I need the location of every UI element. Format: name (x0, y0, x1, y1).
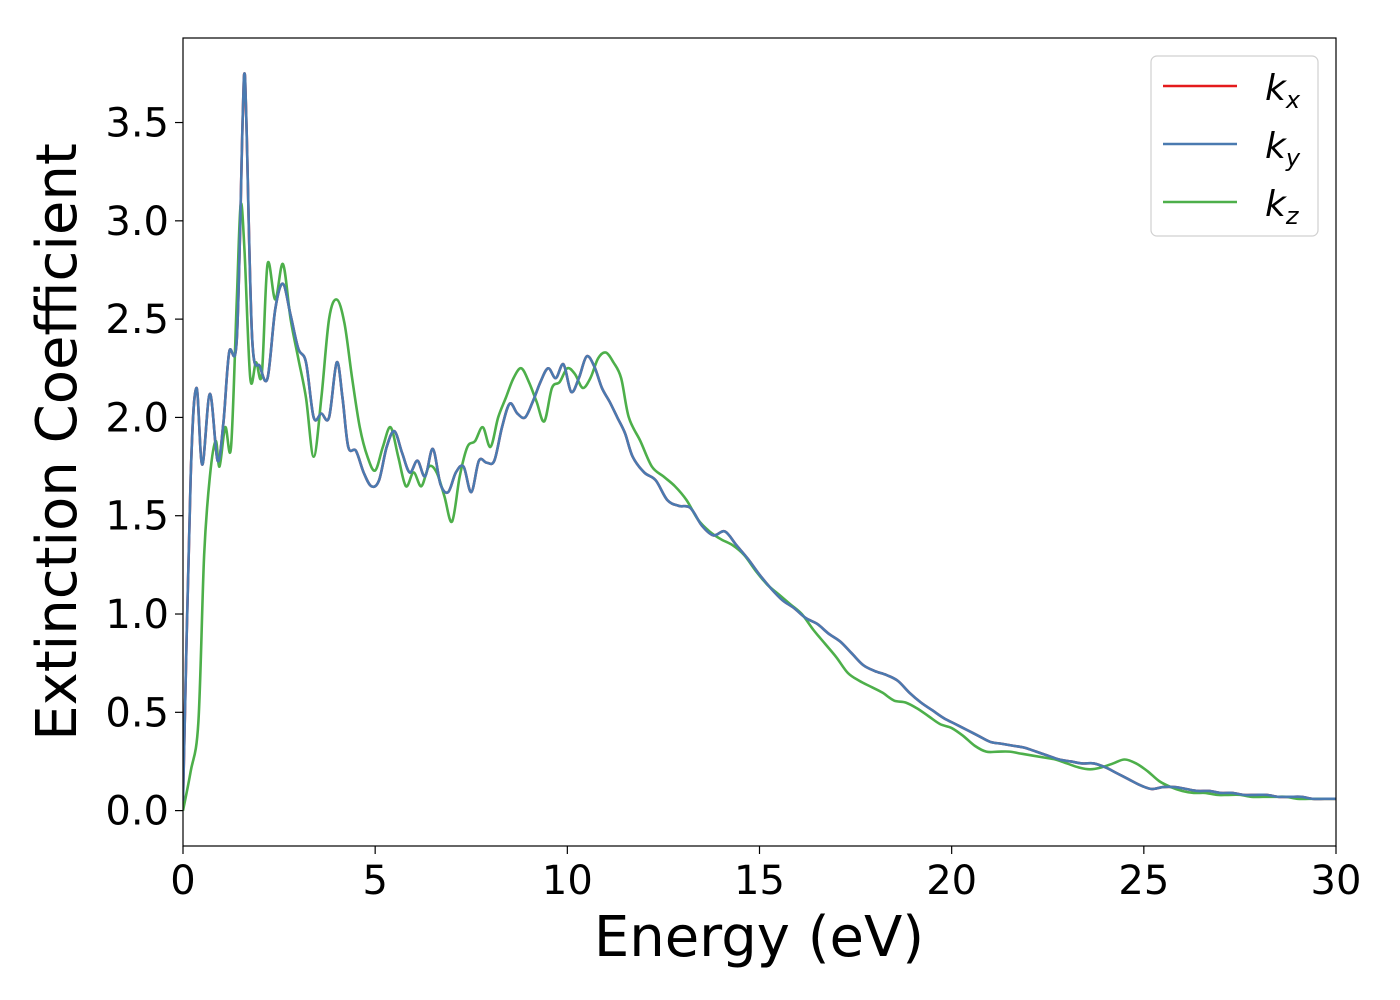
y-tick-label: 1.0 (105, 592, 169, 638)
x-tick-label: 5 (362, 858, 387, 904)
x-tick-label: 25 (1118, 858, 1169, 904)
y-tick-label: 3.0 (105, 199, 169, 245)
legend-label-subscript: y (1285, 144, 1301, 172)
x-axis: 0 5 10 15 20 25 30 (170, 846, 1361, 904)
x-tick-label: 0 (170, 858, 195, 904)
x-tick-label: 15 (734, 858, 785, 904)
y-tick-label: 2.0 (105, 395, 169, 441)
y-tick-label: 1.5 (105, 494, 169, 540)
series-line-k-z (183, 202, 1336, 811)
legend-label-main: k (1265, 184, 1288, 225)
legend-label-subscript: z (1285, 202, 1300, 230)
x-axis-title: Energy (eV) (594, 905, 924, 970)
y-axis: 0.0 0.5 1.0 1.5 2.0 2.5 3.0 3.5 (105, 101, 183, 835)
legend-label-k-y: ky (1265, 126, 1301, 172)
y-axis-title: Extinction Coefficient (25, 143, 90, 741)
series-line-k-y (183, 72, 1336, 801)
x-tick-label: 10 (542, 858, 593, 904)
legend-label-main: k (1265, 126, 1288, 167)
legend-label-k-z: kz (1265, 184, 1300, 230)
series-layer (183, 72, 1336, 811)
legend-label-main: k (1265, 68, 1288, 109)
y-tick-label: 0.5 (105, 690, 169, 736)
y-tick-label: 3.5 (105, 101, 169, 147)
legend-label-subscript: x (1285, 86, 1301, 114)
x-tick-label: 20 (926, 858, 977, 904)
legend-box (1150, 55, 1319, 237)
x-tick-label: 30 (1311, 858, 1362, 904)
y-tick-label: 2.5 (105, 297, 169, 343)
y-tick-label: 0.0 (105, 789, 169, 835)
legend-label-k-x: kx (1265, 68, 1301, 114)
